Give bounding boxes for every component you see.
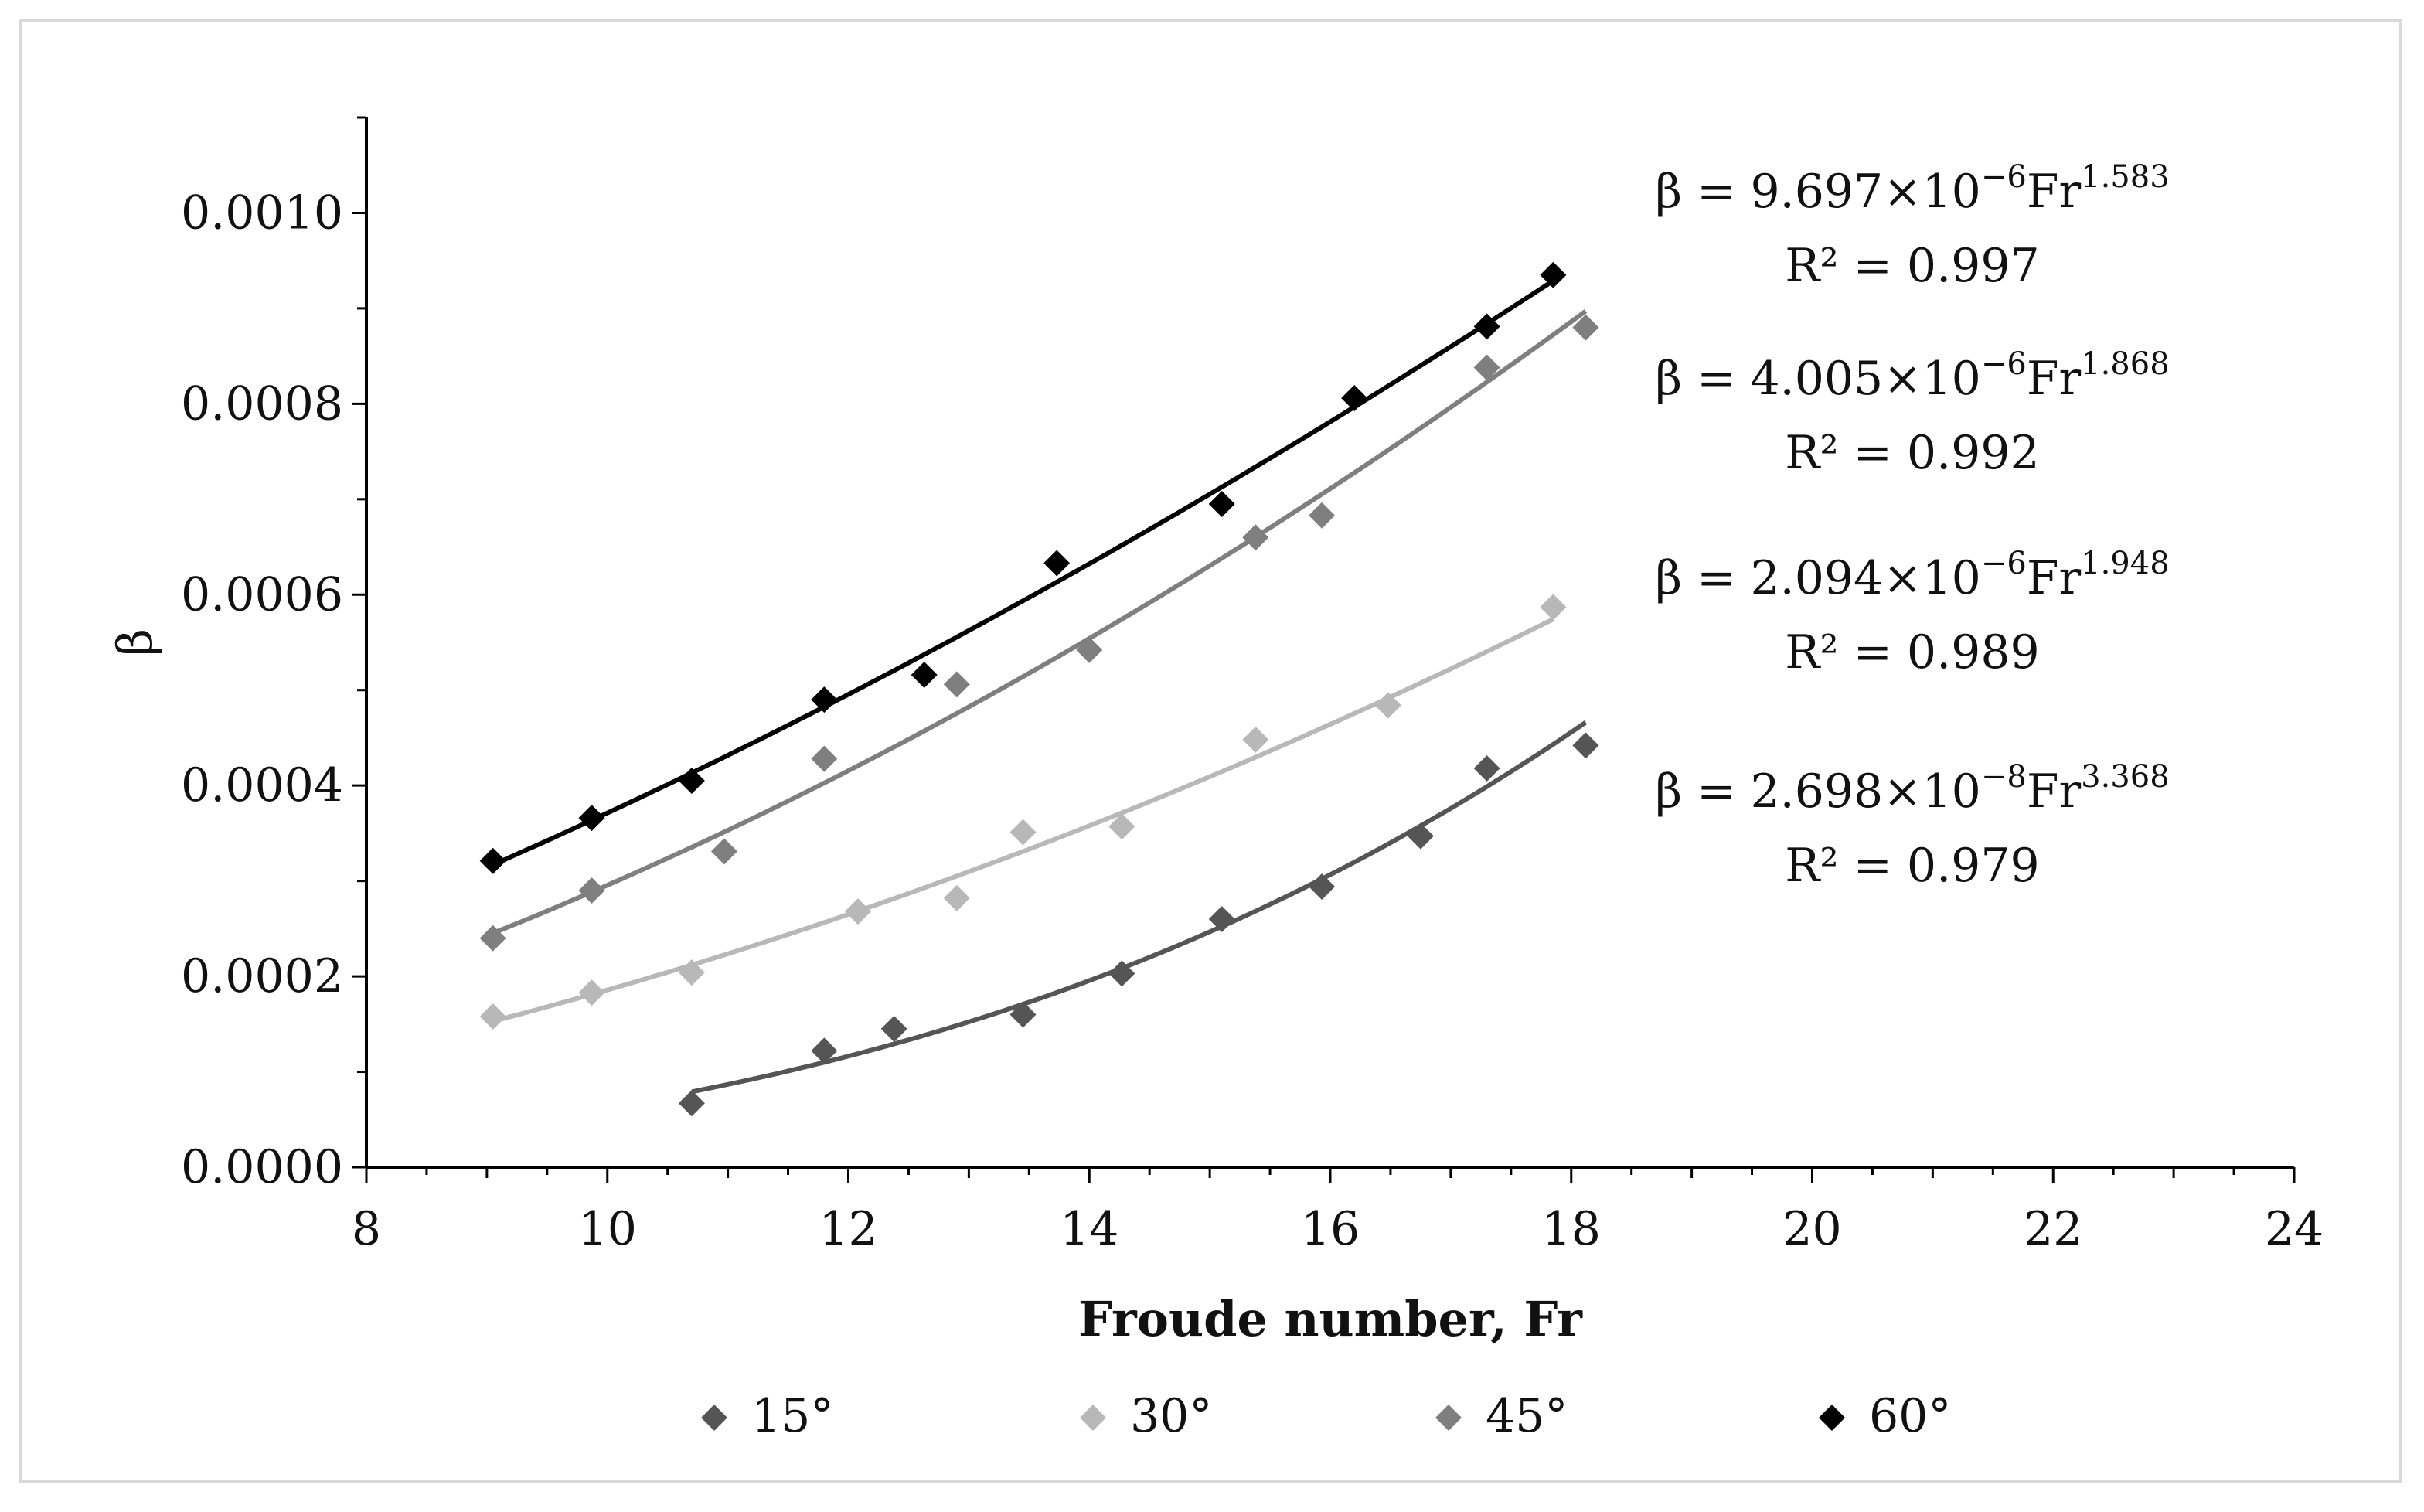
legend-marker-45deg [1435, 1405, 1462, 1431]
data-point-15deg [1407, 822, 1434, 850]
data-point-30deg [943, 884, 970, 911]
data-point-15deg [811, 1037, 838, 1064]
data-point-60deg [911, 661, 938, 688]
y-tick-label: 0.0000 [181, 1140, 343, 1194]
legend: 15° 30° 45° 60° [701, 1389, 1951, 1443]
data-point-60deg [1208, 490, 1235, 517]
fit-equation: β = 4.005×10−6Fr1.868 [1655, 346, 2169, 406]
data-point-60deg [811, 686, 838, 713]
data-point-45deg [811, 745, 838, 772]
data-point-30deg [1242, 726, 1269, 753]
fit-equation: β = 2.698×10−8Fr3.368 [1655, 759, 2169, 819]
fit-equation: β = 9.697×10−6Fr1.583 [1655, 159, 2169, 219]
legend-marker-60deg [1819, 1405, 1845, 1431]
fit-line-45deg [492, 309, 1588, 935]
data-point-15deg [1208, 906, 1235, 933]
fit-line-15deg [691, 720, 1588, 1095]
x-tick-label: 24 [2265, 1202, 2324, 1256]
data-point-30deg [844, 898, 871, 925]
legend-label: 15° [751, 1389, 833, 1443]
fit-r-squared: R² = 0.992 [1785, 426, 2039, 480]
data-point-45deg [710, 838, 737, 865]
x-tick-label: 12 [819, 1202, 877, 1256]
data-point-15deg [880, 1015, 907, 1042]
y-tick-label: 0.0010 [181, 186, 343, 240]
data-point-15deg [1309, 873, 1336, 901]
data-point-30deg [678, 959, 705, 986]
chart-frame [19, 19, 2402, 1483]
data-point-45deg [1473, 354, 1500, 381]
x-tick-label: 22 [2024, 1202, 2082, 1256]
data-point-30deg [1108, 813, 1135, 840]
equation-annotations: β = 9.697×10−6Fr1.583 R² = 0.997 β = 4.005… [1655, 159, 2169, 893]
fit-r-squared: R² = 0.979 [1785, 839, 2039, 893]
x-tick-label: 20 [1782, 1202, 1841, 1256]
data-point-60deg [479, 847, 506, 874]
data-point-45deg [1242, 524, 1269, 551]
data-point-60deg [1540, 261, 1567, 288]
legend-label: 45° [1486, 1389, 1568, 1443]
y-tick-label: 0.0006 [181, 567, 343, 621]
data-point-30deg [1009, 819, 1037, 846]
data-point-60deg [678, 768, 705, 795]
data-point-60deg [1341, 384, 1368, 411]
data-point-60deg [1043, 550, 1071, 577]
data-point-15deg [1473, 754, 1500, 782]
legend-label: 60° [1869, 1389, 1951, 1443]
data-point-60deg [1473, 313, 1500, 340]
x-tick-label: 18 [1542, 1202, 1601, 1256]
axes: 0.0000 0.0002 0.0004 0.0006 0.0008 0.0010 8 10 1… [181, 116, 2324, 1256]
fit-line-60deg [492, 278, 1555, 867]
data-point-15deg [1572, 732, 1599, 759]
legend-label: 30° [1130, 1389, 1212, 1443]
y-axis-title: β [107, 628, 163, 656]
data-point-45deg [1076, 636, 1103, 663]
fit-line-30deg [492, 617, 1554, 1024]
data-point-15deg [1009, 1001, 1037, 1028]
data-point-45deg [943, 671, 970, 698]
y-tick-label: 0.0004 [181, 758, 343, 812]
legend-marker-15deg [701, 1405, 727, 1431]
data-points [479, 261, 1599, 1117]
data-point-30deg [578, 979, 605, 1006]
x-tick-label: 16 [1301, 1202, 1360, 1256]
y-tick-label: 0.0002 [181, 949, 343, 1003]
x-tick-label: 8 [352, 1202, 381, 1256]
data-point-30deg [1374, 692, 1401, 719]
data-point-45deg [1309, 502, 1336, 529]
data-point-45deg [1572, 314, 1599, 341]
data-point-30deg [479, 1003, 506, 1030]
data-point-15deg [678, 1090, 705, 1117]
fit-r-squared: R² = 0.997 [1785, 239, 2039, 293]
x-axis-title: Froude number, Fr [1078, 1291, 1583, 1347]
data-point-45deg [479, 925, 506, 952]
y-tick-label: 0.0008 [181, 376, 343, 431]
data-point-60deg [578, 805, 605, 832]
data-point-30deg [1540, 594, 1567, 621]
legend-marker-30deg [1080, 1405, 1106, 1431]
data-point-15deg [1108, 960, 1135, 987]
x-tick-label: 10 [578, 1202, 637, 1256]
x-tick-label: 14 [1060, 1202, 1118, 1256]
fit-lines [492, 278, 1588, 1095]
fit-r-squared: R² = 0.989 [1785, 625, 2039, 679]
data-point-45deg [578, 877, 605, 904]
fit-equation: β = 2.094×10−6Fr1.948 [1655, 546, 2169, 605]
